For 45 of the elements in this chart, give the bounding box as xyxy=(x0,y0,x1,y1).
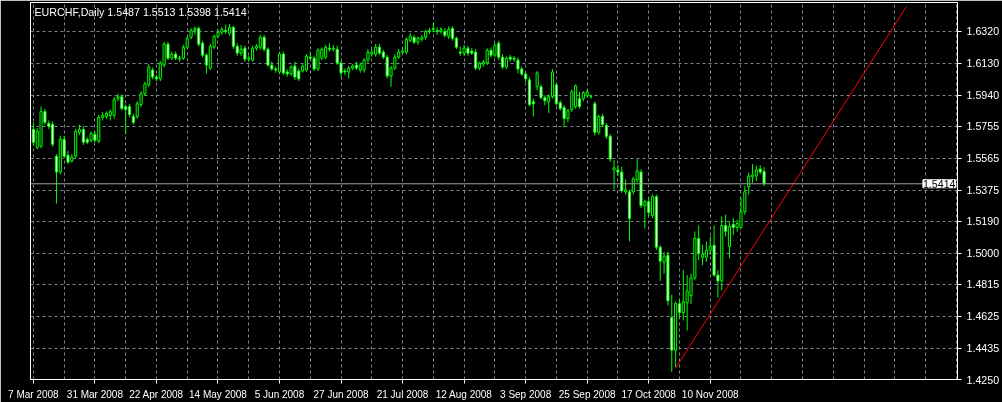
y-tick-label: 1.6130 xyxy=(966,57,1000,70)
candlestick xyxy=(416,35,420,46)
candlestick xyxy=(727,220,732,259)
x-tick-label: 21 Jul 2008 xyxy=(376,388,429,400)
y-tick-label: 1.5565 xyxy=(966,152,1000,165)
candlestick xyxy=(51,120,55,148)
x-tick-label: 22 Apr 2008 xyxy=(129,388,184,400)
candlestick xyxy=(612,159,616,190)
x-tick-label: 31 Mar 2008 xyxy=(66,388,124,400)
y-tick-label: 1.4815 xyxy=(966,278,1000,291)
candlestick xyxy=(281,51,285,76)
y-tick-label: 1.4250 xyxy=(966,373,1000,386)
x-tick-label: 10 Nov 2008 xyxy=(681,388,740,400)
candlestick xyxy=(562,104,566,128)
x-tick-label: 12 Aug 2008 xyxy=(435,388,493,400)
candlestick xyxy=(704,241,708,263)
y-tick-label: 1.5375 xyxy=(966,184,1000,197)
candlestick xyxy=(439,26,443,35)
candlestick xyxy=(462,44,466,57)
ref-line-label: 1.5414 xyxy=(922,177,956,190)
candlestick xyxy=(685,274,689,331)
candlestick xyxy=(316,47,320,72)
candlestick xyxy=(620,166,624,194)
candlestick xyxy=(762,166,766,187)
y-tick-label: 1.5755 xyxy=(966,120,1000,133)
y-tick-label: 1.4625 xyxy=(966,310,1000,323)
y-tick-label: 1.5190 xyxy=(966,215,1000,228)
x-tick-label: 3 Sep 2008 xyxy=(500,388,552,400)
candlestick xyxy=(647,197,651,217)
candlestick xyxy=(97,114,101,144)
x-tick-label: 17 Oct 2008 xyxy=(621,388,677,400)
candlestick xyxy=(112,96,116,120)
x-tick-label: 27 Jun 2008 xyxy=(313,388,369,400)
y-tick-label: 1.5000 xyxy=(966,247,1000,260)
candlestick xyxy=(700,244,705,266)
chart-title: EURCHF,Daily 1.5487 1.5513 1.5398 1.5414 xyxy=(34,5,247,18)
candlestick xyxy=(293,61,297,81)
x-tick-label: 14 May 2008 xyxy=(189,388,248,400)
y-tick-label: 1.4435 xyxy=(966,342,1000,355)
candlestick xyxy=(239,44,243,57)
x-tick-label: 5 Jun 2008 xyxy=(254,388,305,400)
x-tick-label: 25 Sep 2008 xyxy=(558,388,616,400)
x-tick-label: 7 Mar 2008 xyxy=(8,388,60,400)
y-tick-label: 1.6320 xyxy=(966,25,1000,38)
y-tick-label: 1.5940 xyxy=(966,89,1000,102)
